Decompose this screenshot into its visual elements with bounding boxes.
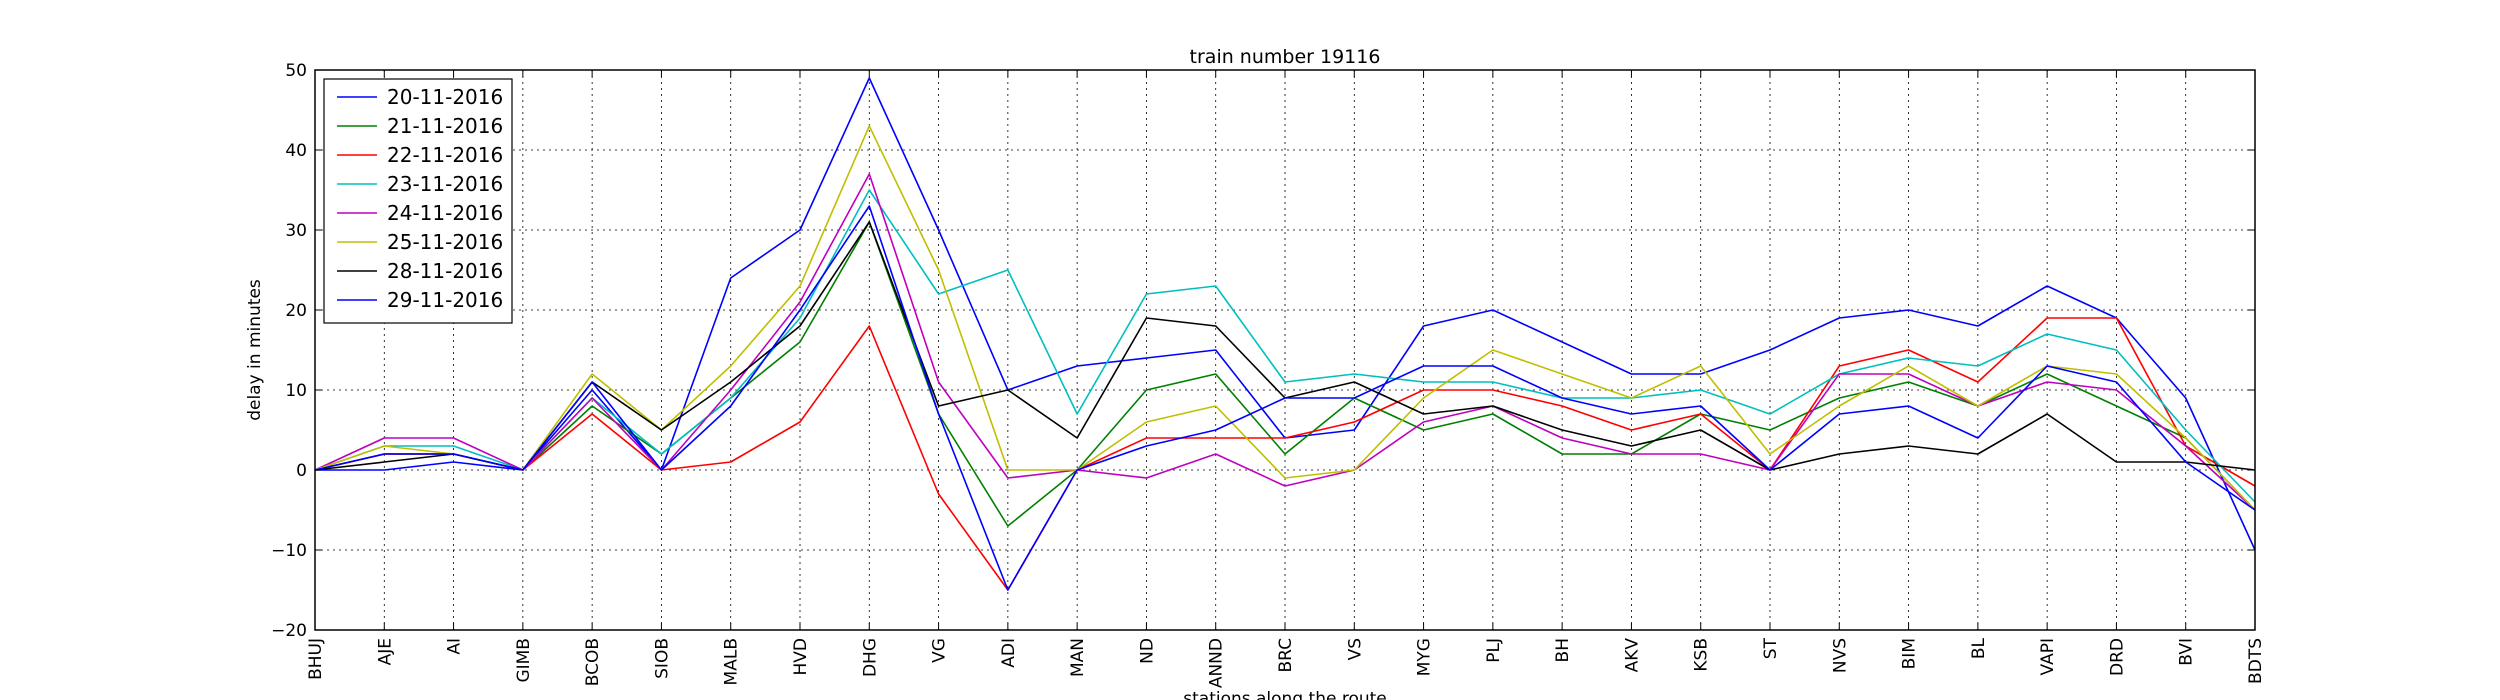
x-tick-label: SIOB bbox=[652, 638, 672, 679]
x-tick-label: VS bbox=[1345, 638, 1365, 660]
y-tick-label: 20 bbox=[285, 301, 307, 321]
series-line bbox=[314, 125, 2256, 511]
x-tick-label: MAN bbox=[1068, 638, 1088, 677]
x-tick-label: PLJ bbox=[1484, 638, 1504, 663]
series-line bbox=[314, 221, 2256, 527]
y-tick-label: −20 bbox=[271, 621, 307, 641]
legend-label: 23-11-2016 bbox=[387, 172, 503, 196]
legend-box bbox=[323, 78, 513, 324]
y-tick-label: 50 bbox=[285, 61, 307, 81]
series-lines bbox=[314, 77, 2256, 591]
x-tick-label: BVI bbox=[2177, 638, 2197, 666]
x-tick-label: BDTS bbox=[2246, 638, 2266, 684]
y-tick-label: −10 bbox=[271, 541, 307, 561]
x-tick-label: ND bbox=[1137, 638, 1157, 664]
y-tick-label: 30 bbox=[285, 221, 307, 241]
chart-title: train number 19116 bbox=[1190, 46, 1381, 68]
x-tick-label: BHUJ bbox=[306, 638, 326, 680]
series-line bbox=[314, 189, 2256, 503]
x-tick-label: AJE bbox=[375, 638, 395, 665]
x-tick-label: BH bbox=[1553, 638, 1573, 662]
legend-label: 28-11-2016 bbox=[387, 259, 503, 283]
x-tick-label: BRC bbox=[1276, 638, 1296, 673]
legend-label: 24-11-2016 bbox=[387, 201, 503, 225]
legend-label: 21-11-2016 bbox=[387, 114, 503, 138]
plot-area bbox=[315, 70, 2255, 630]
legend: 20-11-2016 21-11-2016 22-11-2016 23-11-2016… bbox=[323, 78, 513, 324]
x-tick-label: DHG bbox=[860, 638, 880, 677]
y-tick-label: 40 bbox=[285, 141, 307, 161]
legend-label: 20-11-2016 bbox=[387, 85, 503, 109]
x-tick-label: AI bbox=[445, 638, 465, 655]
x-tick-label: BCOB bbox=[583, 638, 603, 686]
x-tick-label: VG bbox=[930, 638, 950, 663]
y-axis-label: delay in minutes bbox=[245, 279, 265, 421]
x-tick-label: DRD bbox=[2107, 638, 2127, 676]
x-axis-label: stations along the route bbox=[1183, 689, 1387, 700]
x-tick-label: VAPI bbox=[2038, 638, 2058, 675]
x-tick-label: ST bbox=[1761, 637, 1781, 659]
x-tick-label: KSB bbox=[1692, 638, 1712, 672]
x-tick-label: GIMB bbox=[514, 638, 534, 683]
legend-label: 29-11-2016 bbox=[387, 288, 503, 312]
x-tick-label: AKV bbox=[1622, 638, 1642, 673]
axis-ticks: −20 −10 0 10 20 30 40 50 BHUJ AJE AI GIMB BCOB SIOB MA… bbox=[271, 61, 2266, 688]
series-line bbox=[314, 173, 2256, 511]
x-tick-label: MALB bbox=[722, 638, 742, 685]
y-tick-label: 10 bbox=[285, 381, 307, 401]
x-tick-label: ADI bbox=[999, 638, 1019, 668]
x-tick-label: HVD bbox=[791, 638, 811, 676]
series-line bbox=[314, 205, 2256, 591]
y-tick-label: 0 bbox=[296, 461, 307, 481]
x-tick-label: BIM bbox=[1900, 638, 1920, 669]
x-tick-label: MYG bbox=[1415, 638, 1435, 676]
x-tick-label: BL bbox=[1969, 637, 1989, 659]
x-tick-label: ANND bbox=[1207, 638, 1227, 688]
legend-label: 25-11-2016 bbox=[387, 230, 503, 254]
legend-label: 22-11-2016 bbox=[387, 143, 503, 167]
x-tick-label: NVS bbox=[1830, 638, 1850, 673]
